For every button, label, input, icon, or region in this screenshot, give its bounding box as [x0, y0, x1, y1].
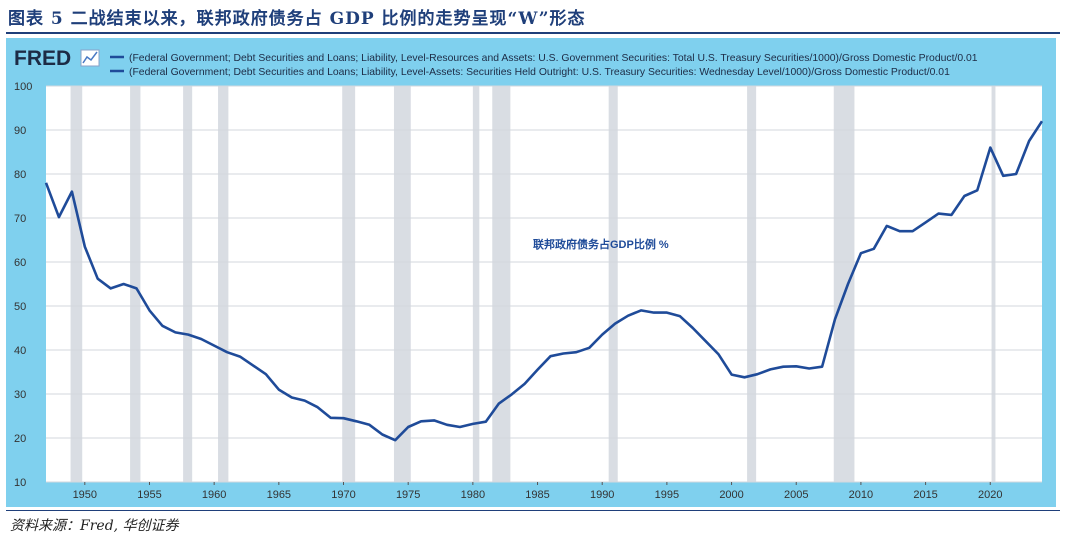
recession-shading — [70, 86, 996, 482]
y-tick-label-100: 100 — [14, 81, 32, 93]
x-tick-label-2020: 2020 — [978, 489, 1002, 501]
recession-band-5 — [393, 86, 411, 482]
y-tick-label-70: 70 — [14, 213, 26, 225]
recession-band-7 — [492, 86, 511, 482]
x-tick-label-1970: 1970 — [331, 489, 355, 501]
x-tick-label-1990: 1990 — [590, 489, 614, 501]
x-axis-ticks: 1950 1955 1960 1965 1970 1975 1980 1985 1990 1995… — [73, 482, 1003, 501]
legend: (Federal Government; Debt Securities and… — [110, 53, 978, 78]
line-chart: FRED (Federal Government; Debt Securitie… — [14, 47, 1044, 501]
x-tick-label-2015: 2015 — [913, 489, 937, 501]
series — [44, 120, 1044, 442]
y-tick-label-20: 20 — [14, 433, 26, 445]
x-tick-label-1955: 1955 — [137, 489, 161, 501]
x-tick-label-1965: 1965 — [267, 489, 291, 501]
recession-band-3 — [218, 86, 229, 482]
chart-annotation: 联邦政府债务占GDP比例 % — [533, 237, 669, 251]
x-tick-label-2000: 2000 — [719, 489, 743, 501]
y-tick-label-60: 60 — [14, 257, 26, 269]
recession-band-10 — [833, 86, 855, 482]
recession-band-8 — [608, 86, 618, 482]
x-tick-label-1985: 1985 — [525, 489, 549, 501]
chart-frame: FRED (Federal Government; Debt Securitie… — [6, 38, 1056, 507]
recession-band-1 — [130, 86, 141, 482]
series-line-0 — [44, 120, 1044, 442]
recession-band-6 — [472, 86, 480, 482]
x-tick-label-2005: 2005 — [784, 489, 808, 501]
legend-label-1: (Federal Government; Debt Securities and… — [129, 53, 978, 64]
gridlines — [46, 85, 1042, 483]
x-tick-label-1960: 1960 — [202, 489, 226, 501]
figure-title: 图表 5 二战结束以来，联邦政府债务占 GDP 比例的走势呈现“W”形态 — [8, 9, 586, 29]
plot-area — [46, 86, 1042, 482]
x-tick-label-2010: 2010 — [849, 489, 873, 501]
title-rule — [6, 32, 1060, 34]
source-note: 资料来源：Fred, 华创证券 — [10, 518, 179, 534]
y-axis-ticks: 10 20 30 40 50 60 70 80 90 100 — [14, 81, 32, 489]
x-tick-label-1950: 1950 — [73, 489, 97, 501]
y-tick-label-10: 10 — [14, 477, 26, 489]
fred-logo: FRED — [14, 47, 100, 70]
y-tick-label-80: 80 — [14, 169, 26, 181]
recession-band-2 — [183, 86, 193, 482]
x-tick-label-1980: 1980 — [461, 489, 485, 501]
x-tick-label-1975: 1975 — [396, 489, 420, 501]
legend-label-2: (Federal Government; Debt Securities and… — [129, 67, 950, 78]
recession-band-9 — [747, 86, 757, 482]
fred-graph-icon-line — [82, 51, 98, 64]
y-tick-label-90: 90 — [14, 125, 26, 137]
y-tick-label-30: 30 — [14, 389, 26, 401]
recession-band-0 — [70, 86, 83, 482]
recession-band-11 — [991, 86, 996, 482]
y-tick-label-40: 40 — [14, 345, 26, 357]
fred-graph-icon — [80, 49, 100, 67]
footer-rule — [6, 510, 1060, 511]
recession-band-4 — [342, 86, 356, 482]
x-tick-label-1995: 1995 — [655, 489, 679, 501]
y-tick-label-50: 50 — [14, 301, 26, 313]
fred-logo-text: FRED — [14, 47, 71, 70]
